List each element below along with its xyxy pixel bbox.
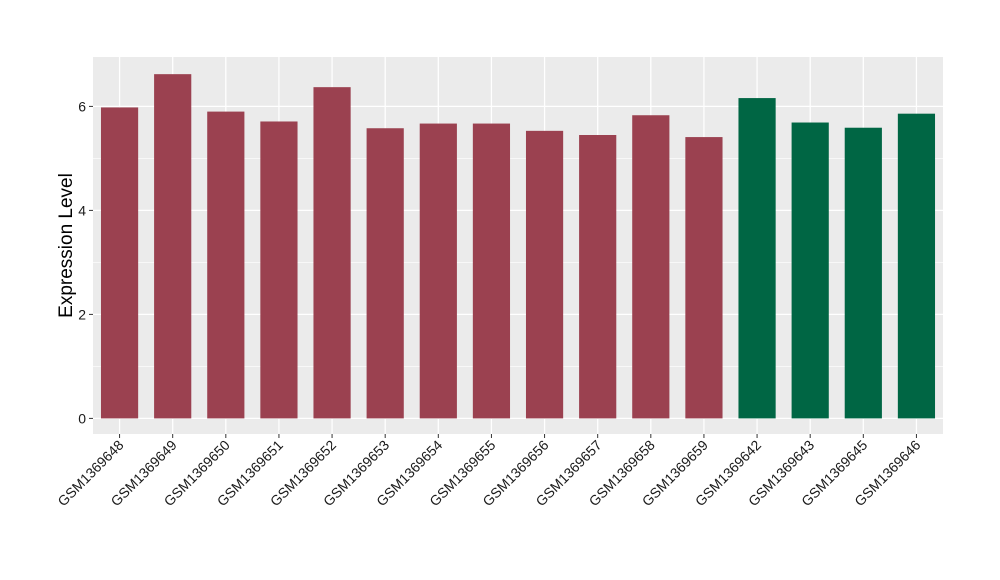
- y-tick-label: 2: [78, 306, 86, 322]
- bar: [579, 135, 617, 419]
- y-axis: 0 2 4 6: [78, 98, 93, 426]
- bar: [366, 128, 404, 419]
- bar: [313, 87, 351, 419]
- bars: [100, 74, 936, 419]
- bar: [419, 123, 457, 419]
- bar: [632, 115, 670, 419]
- bar: [791, 122, 829, 419]
- bar: [525, 130, 564, 419]
- bar: [844, 127, 882, 419]
- bar: [260, 121, 298, 419]
- bar: [154, 74, 192, 419]
- y-tick-label: 6: [78, 98, 86, 114]
- y-tick-label: 0: [78, 410, 86, 426]
- bar: [207, 111, 245, 419]
- x-axis: GSM1369648GSM1369649GSM1369650GSM1369651…: [54, 434, 924, 509]
- bar: [100, 107, 139, 419]
- bar: [685, 137, 723, 419]
- y-tick-label: 4: [78, 202, 86, 218]
- bar: [738, 98, 776, 419]
- bar: [897, 113, 936, 419]
- bar: [472, 123, 511, 419]
- y-axis-title: Expression Level: [56, 173, 77, 318]
